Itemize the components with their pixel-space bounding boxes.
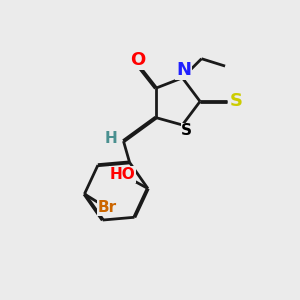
Text: S: S <box>230 92 242 110</box>
Text: Br: Br <box>98 200 117 215</box>
Text: O: O <box>130 51 146 69</box>
Text: HO: HO <box>109 167 135 182</box>
Text: H: H <box>105 131 118 146</box>
Text: S: S <box>181 123 192 138</box>
Text: N: N <box>176 61 191 79</box>
